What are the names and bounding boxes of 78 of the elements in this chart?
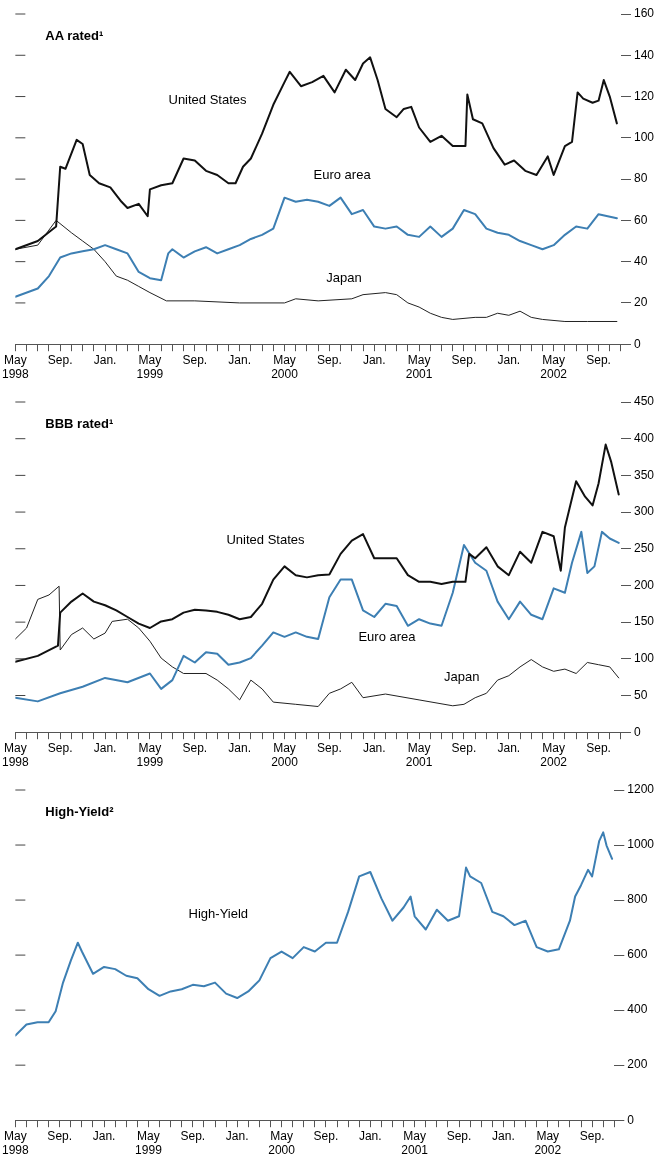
text: AA rated¹ [45,27,104,43]
y-tick-label: 0 [633,336,641,351]
y-tick-label: 250 [633,541,655,556]
y-tick-label: 400 [633,431,655,445]
x-tick-label: Jan. [497,740,521,755]
y-tick-label: 40 [633,253,648,268]
x-tick-label: May 2000 [271,740,299,770]
y-tick-label: 450 [633,394,655,409]
y-tick-label: 350 [633,467,655,482]
y-tick-label: 100 [633,130,655,145]
series-label: Euro area [358,629,417,645]
x-tick-label: May 2001 [405,352,433,382]
x-tick-label: Sep. [446,1128,472,1143]
x-tick-label: May 1999 [136,740,164,770]
x-tick-label: Jan. [228,740,251,755]
x-tick-label: Sep. [317,740,342,755]
series-label: United States [168,92,248,108]
y-tick-label: 300 [633,504,655,519]
x-tick-label: Sep. [317,352,342,367]
x-tick-label: Jan. [358,1128,382,1143]
y-tick-label: 1000 [627,837,655,852]
series-label: Japan [444,669,480,685]
x-tick-label: Jan. [225,1128,249,1143]
x-tick-label: May 1998 [2,740,30,770]
x-tick-label: Sep. [47,1128,73,1143]
x-tick-label: Jan. [492,1128,515,1143]
y-tick-label: 400 [627,1002,648,1017]
x-tick-label: Sep. [451,740,477,755]
x-tick-label: Sep. [451,352,477,367]
x-tick-label: Sep. [182,352,208,367]
y-tick-label: 20 [633,295,648,310]
x-tick-label: May 2002 [540,352,568,382]
x-tick-label: May 2000 [271,352,299,382]
x-tick-label: Jan. [92,1128,116,1143]
y-tick-label: 0 [633,724,641,739]
x-tick-label: Jan. [362,352,386,367]
y-tick-label: 200 [627,1057,648,1072]
x-tick-label: May 1999 [136,352,164,382]
x-tick-label: Sep. [182,740,208,755]
text: High-Yield² [45,803,115,819]
y-tick-label: 100 [633,651,655,666]
x-tick-label: Sep. [47,740,73,755]
text: United States [226,532,305,548]
x-tick-label: May 2001 [405,740,433,770]
x-tick-label: Sep. [47,352,73,367]
x-tick-label: Sep. [586,740,611,755]
y-tick-label: 50 [633,687,648,702]
x-tick-label: May 1998 [2,352,30,382]
y-tick-label: 1200 [627,782,655,797]
text: BBB rated¹ [45,415,114,431]
series-label: Euro area [313,166,372,182]
x-tick-label: May 2002 [540,740,568,770]
text: High-Yield [188,905,249,921]
x-tick-label: Jan. [228,352,251,367]
x-tick-label: Jan. [497,352,521,367]
x-tick-label: May 2001 [401,1128,429,1158]
x-tick-label: May 2000 [268,1128,296,1158]
x-tick-label: May 2002 [534,1128,562,1158]
x-tick-label: May 1998 [2,1128,30,1158]
y-tick-label: 200 [633,577,655,592]
y-tick-label: 0 [627,1112,635,1127]
x-tick-label: Jan. [93,740,117,755]
y-tick-label: 600 [627,947,648,962]
y-tick-label: 60 [633,212,648,227]
x-tick-label: Jan. [362,740,386,755]
x-tick-label: Sep. [180,1128,206,1143]
y-tick-label: 80 [633,171,648,186]
y-tick-label: 140 [633,47,655,62]
x-tick-label: Sep. [313,1128,339,1143]
x-tick-label: Sep. [586,352,611,367]
y-tick-label: 160 [633,6,655,21]
x-tick-label: Sep. [579,1128,605,1143]
series-label: Japan [326,269,362,285]
y-tick-label: 120 [633,88,655,103]
y-tick-label: 800 [627,892,648,907]
y-tick-label: 150 [633,614,655,629]
x-tick-label: Jan. [93,352,117,367]
x-tick-label: May 1999 [135,1128,163,1158]
